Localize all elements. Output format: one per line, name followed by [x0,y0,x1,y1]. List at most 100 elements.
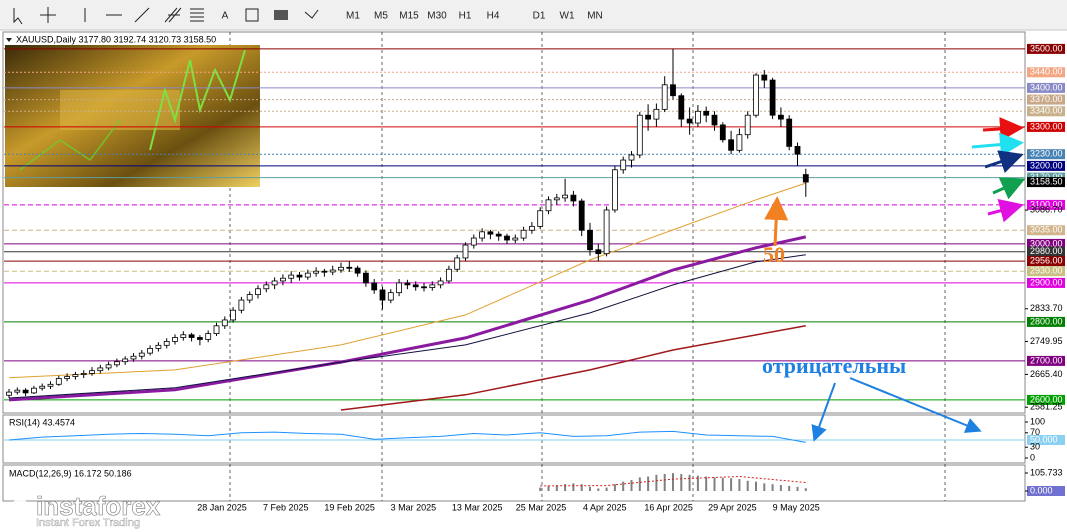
timeframe-button[interactable]: M15 [399,11,419,22]
watermark: instaforex Instant Forex Trading [7,491,161,529]
candle-body [753,74,759,116]
candle-body [462,244,469,259]
candle-body [761,74,768,81]
macd-bar [696,475,699,491]
level-label: 3035.00 [1030,225,1063,235]
level-label: 2600.00 [1030,394,1063,404]
candle-body [454,257,461,270]
candle-body [30,387,37,394]
level-label: 3200.00 [1030,160,1063,170]
level-label: 3230.00 [1030,149,1063,159]
level-label: 2800.00 [1030,316,1063,326]
candle-body [786,118,793,147]
candle-body [313,270,320,274]
x-tick-label: 29 Apr 2025 [708,502,757,512]
x-tick-label: 16 Apr 2025 [644,502,693,512]
timeframe-button[interactable]: M5 [374,11,388,22]
timeframe-button[interactable]: H1 [459,11,472,22]
macd-bar [763,483,766,491]
candle-body [545,199,552,212]
macd-bar [605,487,608,491]
candle-body [97,367,104,372]
candle-body [487,231,494,235]
candle-body [578,200,585,231]
timeframe-button[interactable]: D1 [533,11,546,22]
candle-body [769,79,776,116]
candle-body [105,364,112,369]
moving-average [340,325,806,411]
x-tick-label: 4 Apr 2025 [583,502,627,512]
candle-body [271,280,278,286]
candle-body [47,383,54,387]
candle-body [346,266,353,269]
timeframe-button[interactable]: H4 [487,11,500,22]
level-tag [1027,238,1065,249]
macd-bar [688,474,691,491]
candle-body [387,292,394,301]
level-tag [1027,82,1065,93]
candle-body [479,231,486,239]
level-tag [1027,435,1065,445]
macd-signal [540,475,806,487]
candle-body [512,237,519,241]
candle-body [587,229,593,251]
candle-body [445,268,452,282]
level-tag [1027,486,1065,496]
level-tag [1027,177,1065,188]
candle-body [296,274,303,278]
candle-body [470,237,477,246]
candle-body [537,210,544,227]
timeframe-button[interactable]: M30 [427,11,447,22]
candle-body [64,376,70,379]
macd-panel [2,464,1026,502]
macd-bar [597,488,600,491]
y-tick-label: 105.733 [1030,467,1063,477]
candle-body [172,337,178,342]
level-tag [1027,160,1065,171]
candle-body [404,282,411,286]
candle-body [744,114,751,136]
level-label: 2700.00 [1030,355,1063,365]
candle-body [6,391,12,396]
level-label: 2980.00 [1030,246,1063,256]
macd-bar [564,484,567,491]
level-label: 3440.00 [1030,67,1063,77]
candle-body [570,194,577,202]
candle-body [130,355,137,360]
macd-bar [713,477,716,491]
candle-body [205,333,212,340]
candle-body [238,299,245,311]
trendline-tool[interactable] [134,7,150,23]
macd-bar [680,473,683,491]
crosshair-tool[interactable] [40,7,56,23]
fibo-tool[interactable] [190,8,204,22]
candle-body [263,284,270,290]
x-tick-label: 19 Feb 2025 [324,502,375,512]
timeframe-button[interactable]: MN [587,11,603,22]
rsi-panel [2,414,1026,464]
candle-body [728,139,734,151]
level-label: 3000.00 [1030,238,1063,248]
channel-tool[interactable] [164,7,182,23]
candle-body [429,284,436,288]
candle-body [396,282,403,294]
y-tick-label: 0.000 [1030,485,1053,495]
cursor-tool[interactable] [13,8,23,25]
timeframes: M1 M5 M15 M30 H1 H4 D1 W1 MN [346,11,603,22]
candle-body [89,370,95,374]
arrows-tool[interactable] [304,9,319,19]
candle-body [412,284,419,288]
timeframe-button[interactable]: M1 [346,11,360,22]
macd-bar [580,484,583,491]
shape-tool[interactable] [274,10,288,20]
timeframe-button[interactable]: W1 [560,11,575,22]
macd-bar [630,479,633,491]
text-tool[interactable]: A [222,11,229,22]
dropdown-icon[interactable] [6,38,12,42]
macd-bar [721,477,724,491]
label-tool[interactable] [245,8,259,22]
macd-bar [589,486,591,491]
candle-body [562,194,568,199]
level-tag [1027,355,1065,366]
y-tick-label: 2749.95 [1030,336,1063,346]
